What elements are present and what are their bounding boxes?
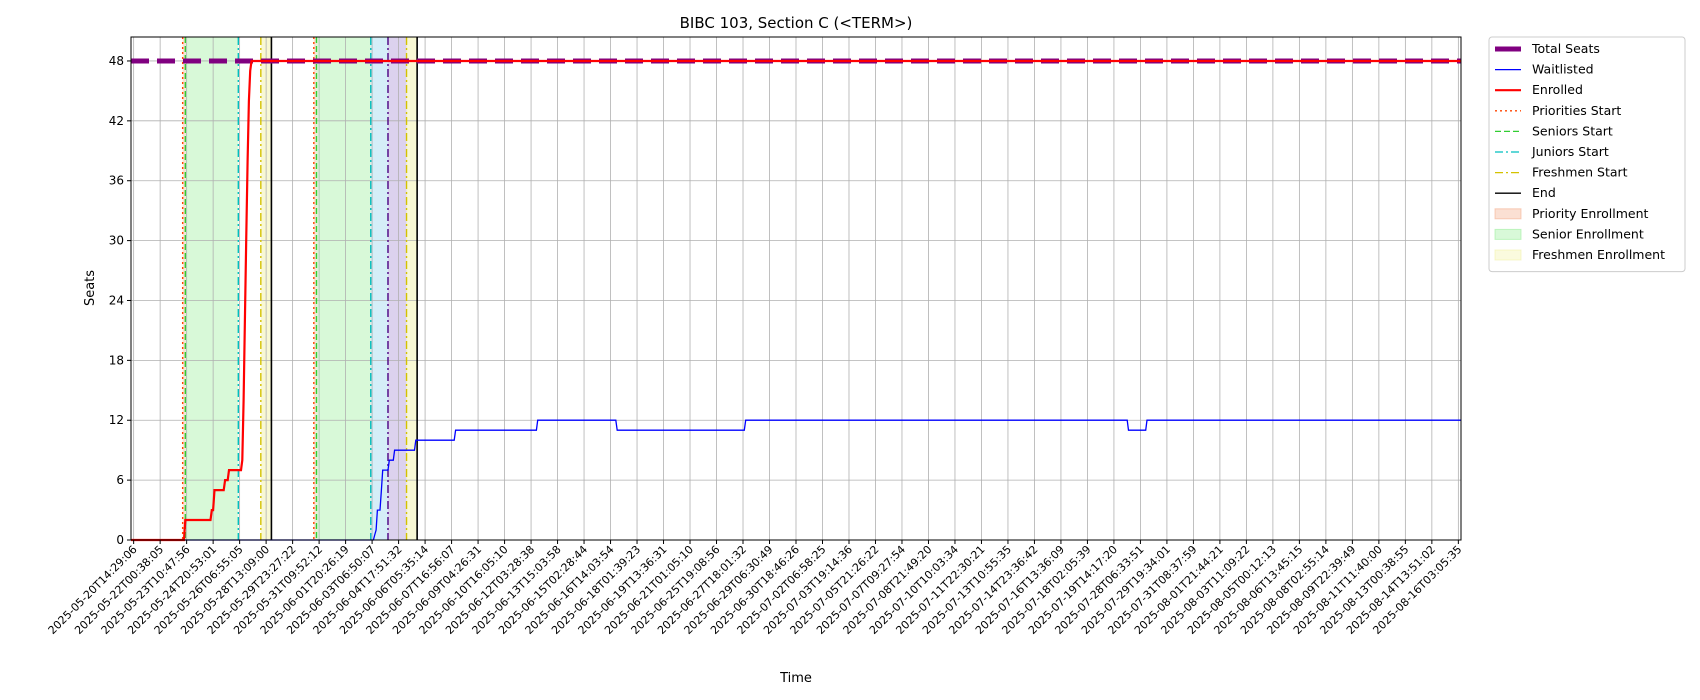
x-axis-ticks: 2025-05-20T14:29:062025-05-22T00:38:0520… bbox=[46, 540, 1464, 637]
series-line-2 bbox=[131, 59, 1461, 542]
y-tick-label-2: 12 bbox=[109, 413, 124, 427]
x-axis-label: Time bbox=[779, 671, 812, 686]
legend-label-3: Priorities Start bbox=[1532, 103, 1621, 118]
y-axis-label: Seats bbox=[83, 270, 98, 306]
span-1-1 bbox=[316, 37, 371, 540]
y-tick-label-6: 36 bbox=[109, 174, 124, 188]
y-tick-label-7: 42 bbox=[109, 114, 124, 128]
legend-label-5: Juniors Start bbox=[1531, 144, 1609, 159]
legend-swatch-10 bbox=[1494, 249, 1522, 261]
y-tick-label-4: 24 bbox=[109, 293, 124, 307]
span-0-1 bbox=[313, 37, 317, 540]
grid-lines bbox=[131, 37, 1461, 541]
legend-label-6: Freshmen Start bbox=[1532, 165, 1628, 180]
span-1-0 bbox=[185, 37, 239, 540]
chart-title: BIBC 103, Section C (<TERM>) bbox=[680, 14, 913, 32]
series-lines bbox=[131, 58, 1461, 542]
legend: Total Seats Waitlisted Enrolled Priorities … bbox=[1488, 36, 1686, 273]
legend-swatch-9 bbox=[1494, 228, 1522, 240]
legend-label-4: Seniors Start bbox=[1532, 123, 1613, 138]
span-0-0 bbox=[182, 37, 186, 540]
y-tick-label-5: 30 bbox=[109, 234, 124, 248]
span-3-0 bbox=[387, 37, 407, 540]
phase-start-lines bbox=[181, 37, 418, 540]
y-tick-label-3: 18 bbox=[109, 353, 124, 367]
span-2-0 bbox=[370, 37, 388, 540]
y-tick-label-8: 48 bbox=[109, 54, 124, 68]
legend-label-8: Priority Enrollment bbox=[1532, 206, 1649, 221]
y-axis-ticks: 0 6 12 18 24 30 36 42 48 bbox=[109, 54, 131, 547]
legend-swatch-8 bbox=[1494, 208, 1522, 220]
y-tick-label-0: 0 bbox=[116, 533, 124, 547]
legend-label-10: Freshmen Enrollment bbox=[1532, 247, 1665, 262]
legend-label-9: Senior Enrollment bbox=[1532, 226, 1644, 241]
legend-frame bbox=[1488, 36, 1686, 273]
legend-label-7: End bbox=[1532, 185, 1556, 200]
span-4-1 bbox=[406, 37, 418, 540]
legend-label-1: Waitlisted bbox=[1532, 62, 1594, 77]
legend-label-2: Enrolled bbox=[1532, 82, 1583, 97]
y-tick-label-1: 6 bbox=[116, 473, 124, 487]
legend-label-0: Total Seats bbox=[1531, 41, 1600, 56]
series-line-1 bbox=[131, 419, 1461, 541]
